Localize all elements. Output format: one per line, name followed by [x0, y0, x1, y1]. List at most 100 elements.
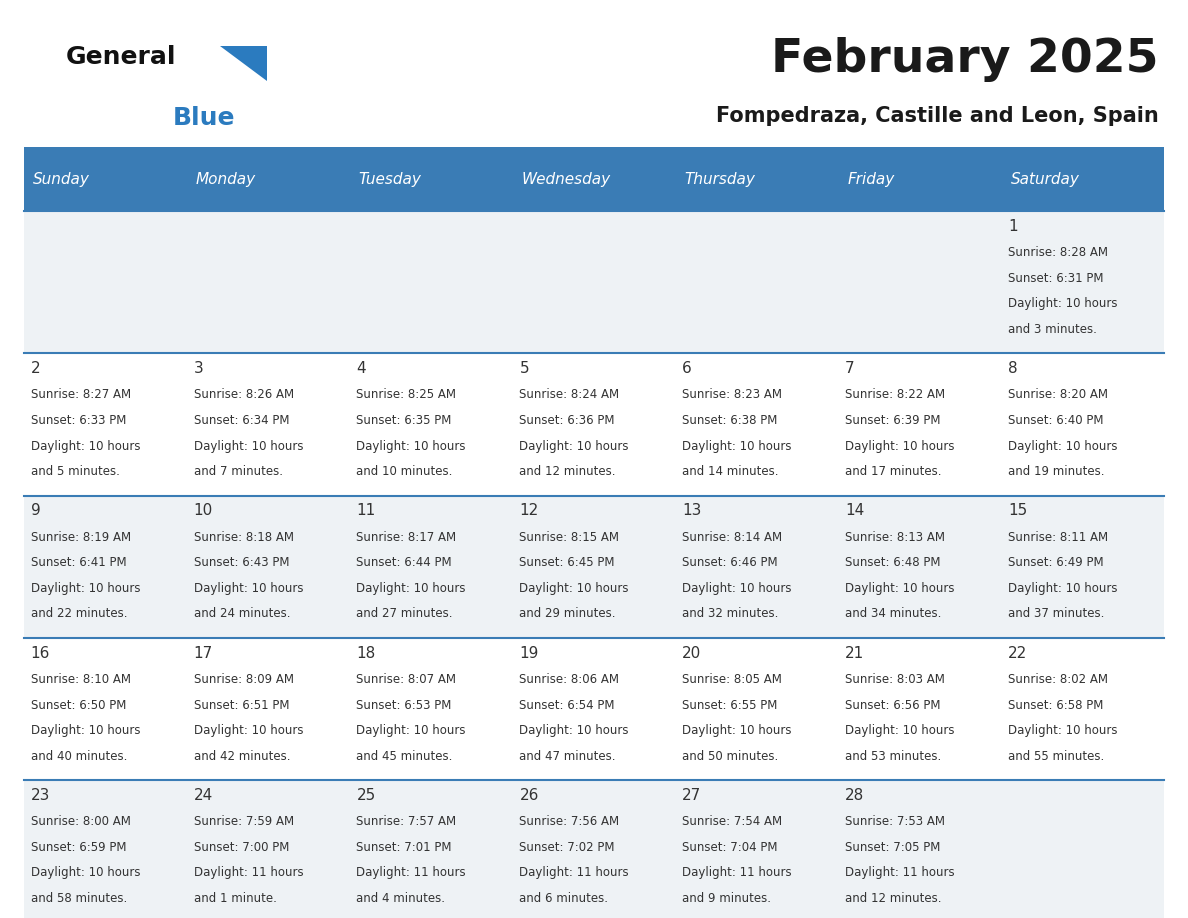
Text: Daylight: 11 hours: Daylight: 11 hours	[845, 867, 955, 879]
Bar	[839, 147, 1001, 211]
Text: Daylight: 10 hours: Daylight: 10 hours	[1009, 297, 1118, 310]
Text: Sunrise: 8:07 AM: Sunrise: 8:07 AM	[356, 673, 456, 686]
Text: and 32 minutes.: and 32 minutes.	[682, 608, 778, 621]
Text: and 12 minutes.: and 12 minutes.	[519, 465, 615, 478]
Text: Wednesday: Wednesday	[522, 172, 611, 186]
Text: Sunrise: 7:59 AM: Sunrise: 7:59 AM	[194, 815, 293, 828]
Text: and 12 minutes.: and 12 minutes.	[845, 892, 942, 905]
Text: Sunset: 6:49 PM: Sunset: 6:49 PM	[1009, 556, 1104, 569]
Text: Sunrise: 8:25 AM: Sunrise: 8:25 AM	[356, 388, 456, 401]
Text: 4: 4	[356, 361, 366, 376]
Bar	[676, 496, 839, 638]
Text: Sunrise: 8:17 AM: Sunrise: 8:17 AM	[356, 531, 456, 543]
Text: 6: 6	[682, 361, 693, 376]
Text: February 2025: February 2025	[771, 37, 1158, 82]
Text: Sunrise: 8:15 AM: Sunrise: 8:15 AM	[519, 531, 619, 543]
Text: Sunrise: 8:11 AM: Sunrise: 8:11 AM	[1009, 531, 1108, 543]
Text: Sunday: Sunday	[33, 172, 90, 186]
Bar	[349, 780, 512, 918]
Text: 28: 28	[845, 788, 865, 803]
Text: 24: 24	[194, 788, 213, 803]
Bar	[676, 353, 839, 496]
Text: Daylight: 10 hours: Daylight: 10 hours	[194, 582, 303, 595]
Bar	[24, 353, 187, 496]
Text: Tuesday: Tuesday	[359, 172, 422, 186]
Text: 27: 27	[682, 788, 702, 803]
Text: and 42 minutes.: and 42 minutes.	[194, 750, 290, 763]
Text: and 1 minute.: and 1 minute.	[194, 892, 277, 905]
Text: Daylight: 11 hours: Daylight: 11 hours	[519, 867, 628, 879]
Text: Sunset: 6:44 PM: Sunset: 6:44 PM	[356, 556, 453, 569]
Text: Daylight: 11 hours: Daylight: 11 hours	[356, 867, 466, 879]
Text: Sunset: 6:34 PM: Sunset: 6:34 PM	[194, 414, 289, 427]
Bar	[349, 638, 512, 780]
Text: Sunrise: 8:27 AM: Sunrise: 8:27 AM	[31, 388, 131, 401]
Text: Sunrise: 7:54 AM: Sunrise: 7:54 AM	[682, 815, 783, 828]
Text: Sunset: 6:31 PM: Sunset: 6:31 PM	[1009, 272, 1104, 285]
Text: Daylight: 10 hours: Daylight: 10 hours	[31, 440, 140, 453]
Bar	[512, 638, 676, 780]
Bar	[512, 780, 676, 918]
Bar	[1001, 780, 1164, 918]
Bar	[839, 496, 1001, 638]
Text: Sunset: 6:45 PM: Sunset: 6:45 PM	[519, 556, 615, 569]
Text: 1: 1	[1009, 218, 1018, 234]
Bar	[676, 638, 839, 780]
Text: Daylight: 10 hours: Daylight: 10 hours	[31, 582, 140, 595]
Text: 12: 12	[519, 503, 538, 519]
Text: Sunrise: 8:02 AM: Sunrise: 8:02 AM	[1009, 673, 1108, 686]
Bar	[187, 353, 349, 496]
Bar	[1001, 496, 1164, 638]
Text: and 10 minutes.: and 10 minutes.	[356, 465, 453, 478]
Bar	[187, 496, 349, 638]
Text: Daylight: 10 hours: Daylight: 10 hours	[682, 724, 792, 737]
Text: and 27 minutes.: and 27 minutes.	[356, 608, 453, 621]
Text: and 58 minutes.: and 58 minutes.	[31, 892, 127, 905]
Text: Sunset: 6:35 PM: Sunset: 6:35 PM	[356, 414, 451, 427]
Text: and 6 minutes.: and 6 minutes.	[519, 892, 608, 905]
Bar	[349, 496, 512, 638]
Text: Sunset: 6:50 PM: Sunset: 6:50 PM	[31, 699, 126, 711]
Text: Sunrise: 8:26 AM: Sunrise: 8:26 AM	[194, 388, 293, 401]
Bar	[24, 211, 187, 353]
Text: Sunset: 6:51 PM: Sunset: 6:51 PM	[194, 699, 289, 711]
Text: 17: 17	[194, 645, 213, 661]
Text: and 34 minutes.: and 34 minutes.	[845, 608, 942, 621]
Text: Sunset: 6:33 PM: Sunset: 6:33 PM	[31, 414, 126, 427]
Text: Monday: Monday	[196, 172, 255, 186]
Text: 5: 5	[519, 361, 529, 376]
Text: Sunset: 6:41 PM: Sunset: 6:41 PM	[31, 556, 126, 569]
Text: 15: 15	[1009, 503, 1028, 519]
Text: Sunset: 6:39 PM: Sunset: 6:39 PM	[845, 414, 941, 427]
Text: Sunrise: 8:00 AM: Sunrise: 8:00 AM	[31, 815, 131, 828]
Text: Daylight: 10 hours: Daylight: 10 hours	[1009, 440, 1118, 453]
Text: 22: 22	[1009, 645, 1028, 661]
Text: Sunset: 7:00 PM: Sunset: 7:00 PM	[194, 841, 289, 854]
Text: 23: 23	[31, 788, 50, 803]
Text: Sunset: 7:05 PM: Sunset: 7:05 PM	[845, 841, 941, 854]
Text: Daylight: 10 hours: Daylight: 10 hours	[356, 582, 466, 595]
Text: and 45 minutes.: and 45 minutes.	[356, 750, 453, 763]
Text: Sunset: 6:59 PM: Sunset: 6:59 PM	[31, 841, 126, 854]
Text: Sunrise: 8:03 AM: Sunrise: 8:03 AM	[845, 673, 946, 686]
Text: and 19 minutes.: and 19 minutes.	[1009, 465, 1105, 478]
Bar	[512, 211, 676, 353]
Text: Fompedraza, Castille and Leon, Spain: Fompedraza, Castille and Leon, Spain	[715, 106, 1158, 126]
Text: Sunrise: 8:13 AM: Sunrise: 8:13 AM	[845, 531, 946, 543]
Text: 8: 8	[1009, 361, 1018, 376]
Text: and 7 minutes.: and 7 minutes.	[194, 465, 283, 478]
Text: 7: 7	[845, 361, 855, 376]
Text: and 50 minutes.: and 50 minutes.	[682, 750, 778, 763]
Text: and 47 minutes.: and 47 minutes.	[519, 750, 615, 763]
Text: 10: 10	[194, 503, 213, 519]
Text: Daylight: 10 hours: Daylight: 10 hours	[845, 582, 955, 595]
Text: Daylight: 10 hours: Daylight: 10 hours	[519, 724, 628, 737]
Text: 18: 18	[356, 645, 375, 661]
Text: and 3 minutes.: and 3 minutes.	[1009, 323, 1097, 336]
Text: and 37 minutes.: and 37 minutes.	[1009, 608, 1105, 621]
Text: 9: 9	[31, 503, 40, 519]
Bar	[187, 147, 349, 211]
Bar	[187, 211, 349, 353]
Text: Sunrise: 8:20 AM: Sunrise: 8:20 AM	[1009, 388, 1108, 401]
Text: 11: 11	[356, 503, 375, 519]
